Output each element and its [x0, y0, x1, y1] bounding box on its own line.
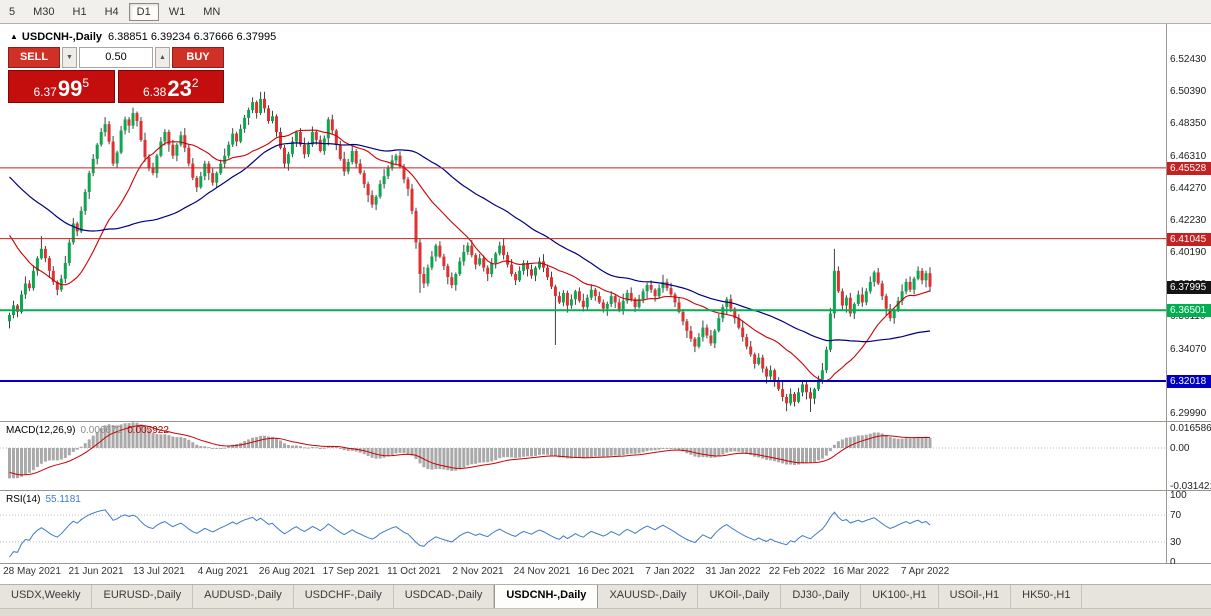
date-axis-label: 16 Dec 2021 [577, 566, 635, 577]
date-axis-label: 17 Sep 2021 [322, 566, 380, 577]
ma-slow-line [9, 142, 931, 343]
buy-price-big-digits: 23 [167, 76, 192, 101]
chart-symbol-label: USDCNH-,Daily [21, 31, 102, 43]
macd-axis-tick: -0.031421 [1170, 481, 1211, 492]
date-axis: 28 May 2021 21 Jun 2021 13 Jul 2021 4 Aug 2… [0, 564, 1211, 584]
price-axis-tick: 6.42230 [1170, 215, 1207, 226]
timeframe-button-w1[interactable]: W1 [161, 3, 194, 21]
date-axis-label: 7 Jan 2022 [645, 566, 695, 577]
level-price-label: 6.41045 [1167, 233, 1211, 246]
buy-price-prefix: 6.38 [142, 85, 167, 99]
sell-price-display[interactable]: 6.37 99 5 [8, 70, 115, 103]
date-axis-label: 16 Mar 2022 [832, 566, 890, 577]
one-click-trading-panel: SELL ▼ 0.50 ▲ BUY 6.37 99 5 6.38 23 2 [8, 47, 224, 103]
rsi-panel-canvas[interactable] [0, 491, 1166, 563]
price-axis-tick: 6.40190 [1170, 247, 1207, 258]
rsi-line [9, 509, 931, 558]
timeframe-button-5[interactable]: 5 [1, 3, 23, 21]
macd-indicator-label: MACD(12,26,9) 0.006672 0.005922 [6, 425, 169, 436]
macd-name: MACD(12,26,9) [6, 425, 76, 436]
sell-button[interactable]: SELL [8, 47, 60, 68]
macd-histogram [8, 422, 932, 479]
panel-divider-axis [0, 563, 1211, 564]
macd-panel-canvas[interactable] [0, 422, 1166, 490]
price-axis-tick: 6.46310 [1170, 151, 1207, 162]
price-axis-tick: 6.48350 [1170, 118, 1207, 129]
date-axis-label: 21 Jun 2021 [68, 566, 124, 577]
chart-tab-eurusd-daily[interactable]: EURUSD-,Daily [92, 585, 194, 608]
panel-divider-rsi[interactable] [0, 490, 1211, 491]
date-axis-label: 4 Aug 2021 [197, 566, 249, 577]
panel-divider-macd[interactable] [0, 421, 1211, 422]
volume-increase-button[interactable]: ▲ [155, 47, 170, 68]
buy-price-pipette: 2 [191, 76, 199, 90]
chart-tab-audusd-daily[interactable]: AUDUSD-,Daily [193, 585, 294, 608]
sell-price-prefix: 6.37 [33, 85, 57, 99]
timeframe-button-mn[interactable]: MN [195, 3, 228, 21]
macd-signal-line [9, 424, 931, 476]
level-price-label: 6.32018 [1167, 375, 1211, 388]
date-axis-label: 31 Jan 2022 [705, 566, 761, 577]
macd-axis-tick: 0.016586 [1170, 423, 1211, 434]
date-axis-label: 22 Feb 2022 [768, 566, 826, 577]
date-axis-label: 2 Nov 2021 [452, 566, 504, 577]
chart-tab-usoil-h1[interactable]: USOil-,H1 [939, 585, 1012, 608]
price-axis-divider [1166, 24, 1167, 563]
date-axis-label: 13 Jul 2021 [133, 566, 185, 577]
sell-price-pipette: 5 [82, 76, 90, 90]
timeframe-button-m30[interactable]: M30 [25, 3, 62, 21]
macd-axis-tick: 0.00 [1170, 443, 1190, 454]
ma-fast-line [9, 129, 931, 382]
buy-button[interactable]: BUY [172, 47, 224, 68]
rsi-value: 55.1181 [45, 494, 81, 505]
chart-tab-bar: USDX,Weekly EURUSD-,Daily AUDUSD-,Daily USD… [0, 584, 1211, 608]
level-price-label: 6.36501 [1167, 304, 1211, 317]
chart-tab-usdcnh-daily[interactable]: USDCNH-,Daily [494, 585, 599, 608]
buy-price-display[interactable]: 6.38 23 2 [117, 70, 224, 103]
chart-tab-ukoil-daily[interactable]: UKOil-,Daily [698, 585, 782, 608]
date-axis-label: 7 Apr 2022 [900, 566, 950, 577]
rsi-axis-tick: 0 [1170, 557, 1176, 568]
macd-main-value: 0.006672 [80, 425, 123, 436]
price-axis-tick: 6.50390 [1170, 86, 1207, 97]
price-axis-tick: 6.29990 [1170, 408, 1207, 419]
price-axis-tick: 6.34070 [1170, 344, 1207, 355]
rsi-axis-tick: 70 [1170, 510, 1182, 521]
date-axis-label: 26 Aug 2021 [258, 566, 316, 577]
rsi-indicator-label: RSI(14) 55.1181 [6, 494, 81, 505]
date-axis-label: 28 May 2021 [3, 566, 61, 577]
price-axis-tick: 6.44270 [1170, 183, 1207, 194]
volume-decrease-button[interactable]: ▼ [62, 47, 77, 68]
date-axis-label: 24 Nov 2021 [513, 566, 571, 577]
chart-tab-xauusd-daily[interactable]: XAUUSD-,Daily [598, 585, 699, 608]
current-price-label: 6.37995 [1167, 281, 1211, 294]
date-axis-label: 11 Oct 2021 [387, 566, 441, 577]
level-price-label: 6.45528 [1167, 162, 1211, 175]
chart-tab-usdchf-daily[interactable]: USDCHF-,Daily [294, 585, 394, 608]
volume-input[interactable]: 0.50 [79, 47, 153, 68]
timeframe-button-d1[interactable]: D1 [128, 2, 159, 21]
chart-tab-uk100-h1[interactable]: UK100-,H1 [861, 585, 939, 608]
timeframe-button-h4[interactable]: H4 [97, 3, 127, 21]
timeframe-button-h1[interactable]: H1 [65, 3, 95, 21]
chart-tab-usdcad-daily[interactable]: USDCAD-,Daily [394, 585, 495, 608]
one-click-toggle-icon[interactable]: ▲ [10, 32, 18, 41]
timeframe-toolbar: 5 M30 H1 H4 D1 W1 MN [0, 0, 1211, 24]
chart-ohlc-values: 6.38851 6.39234 6.37666 6.37995 [108, 31, 277, 43]
rsi-axis-tick: 30 [1170, 537, 1182, 548]
rsi-name: RSI(14) [6, 494, 41, 505]
sell-price-big-digits: 99 [57, 76, 83, 101]
chart-tab-usdx-weekly[interactable]: USDX,Weekly [0, 585, 93, 608]
status-bar [0, 608, 1211, 616]
candles-layer [8, 91, 932, 412]
chart-tab-hk50-h1[interactable]: HK50-,H1 [1011, 585, 1083, 608]
price-axis-tick: 6.52430 [1170, 54, 1207, 65]
chart-title: ▲ USDCNH-,Daily 6.38851 6.39234 6.37666 6.… [10, 31, 276, 43]
macd-signal-value: 0.005922 [127, 425, 169, 436]
chart-tab-dj30-daily[interactable]: DJ30-,Daily [781, 585, 862, 608]
rsi-axis-tick: 100 [1170, 490, 1187, 501]
